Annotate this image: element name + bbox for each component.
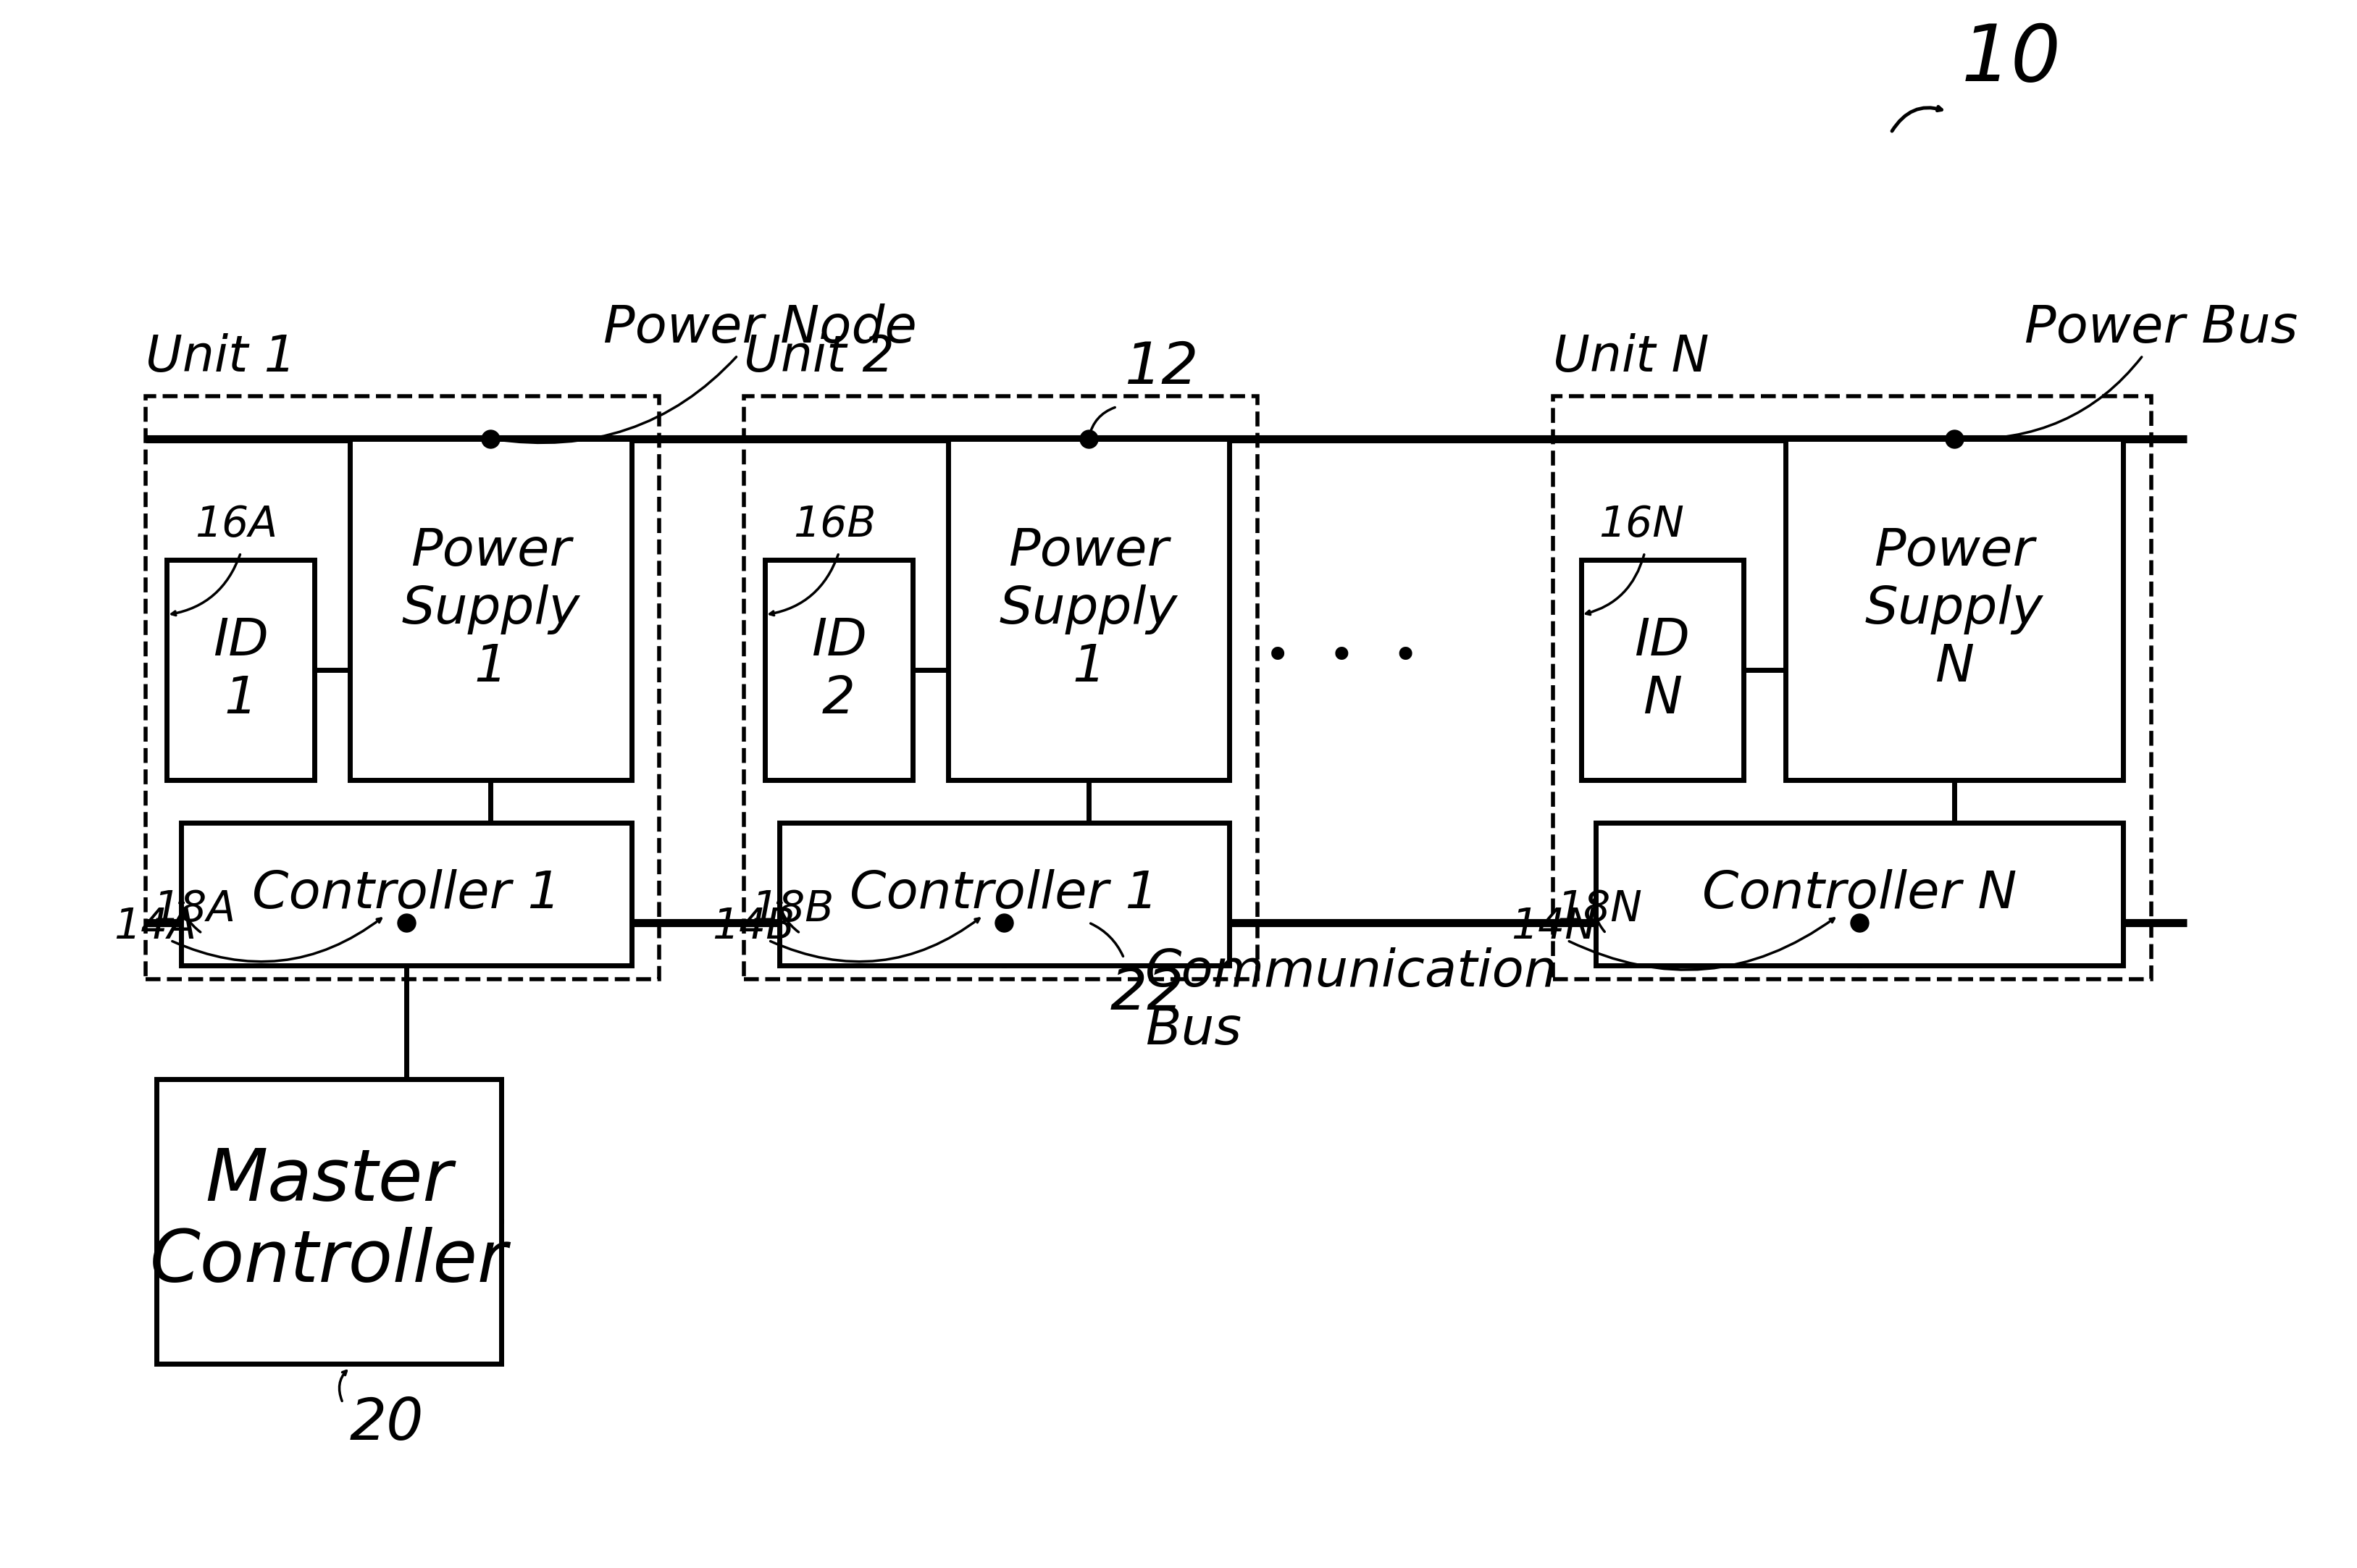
Bar: [167, 560, 313, 781]
Text: 12: 12: [1124, 340, 1197, 397]
Text: Power Bus: Power Bus: [1956, 303, 2298, 439]
Text: 14A: 14A: [113, 906, 196, 947]
Text: Power
Supply
N: Power Supply N: [1864, 527, 2044, 693]
Bar: [745, 397, 1256, 980]
Bar: [778, 823, 1228, 966]
Text: Communication
Bus: Communication Bus: [1146, 947, 1558, 1055]
Text: 22: 22: [1110, 966, 1183, 1022]
Bar: [349, 439, 632, 781]
Text: 14N: 14N: [1511, 906, 1596, 947]
Text: . . .: . . .: [1261, 582, 1421, 679]
Text: ID
N: ID N: [1633, 616, 1690, 724]
Bar: [948, 439, 1228, 781]
Text: ID
1: ID 1: [212, 616, 269, 724]
Text: Power
Supply
1: Power Supply 1: [401, 527, 580, 693]
Bar: [156, 1079, 502, 1364]
Text: Power Node: Power Node: [493, 303, 917, 442]
Text: Power
Supply
1: Power Supply 1: [999, 527, 1178, 693]
Bar: [1553, 397, 2150, 980]
Text: 18A: 18A: [153, 889, 236, 930]
Text: 18N: 18N: [1556, 889, 1640, 930]
Text: Unit 2: Unit 2: [745, 334, 893, 383]
Text: 16A: 16A: [196, 505, 278, 546]
Text: 10: 10: [1961, 22, 2060, 97]
Text: 16B: 16B: [792, 505, 877, 546]
Text: Unit 1: Unit 1: [146, 334, 297, 383]
Text: Controller 1: Controller 1: [849, 869, 1157, 919]
Bar: [1596, 823, 2124, 966]
Text: 14B: 14B: [712, 906, 794, 947]
Bar: [181, 823, 632, 966]
Bar: [1582, 560, 1742, 781]
Text: Unit N: Unit N: [1553, 334, 1709, 383]
Text: Controller N: Controller N: [1702, 869, 2015, 919]
Text: 16N: 16N: [1598, 505, 1683, 546]
Text: ID
2: ID 2: [811, 616, 867, 724]
Text: Master
Controller: Master Controller: [151, 1146, 507, 1297]
Bar: [764, 560, 912, 781]
Bar: [146, 397, 660, 980]
Bar: [1784, 439, 2124, 781]
Text: 20: 20: [349, 1396, 424, 1452]
Text: 18B: 18B: [752, 889, 834, 930]
Text: Controller 1: Controller 1: [252, 869, 561, 919]
